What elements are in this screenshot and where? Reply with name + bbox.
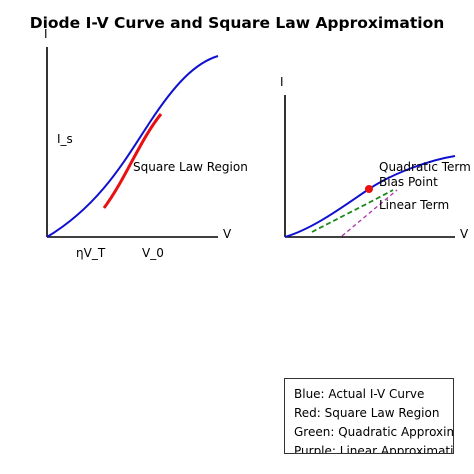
thermal-voltage-tick-label: ηV_T (76, 246, 106, 260)
quadratic-approximation-curve (311, 189, 394, 233)
v0-tick-label: V_0 (142, 246, 164, 260)
legend-box: Blue: Actual I-V Curve Red: Square Law R… (284, 378, 454, 454)
linear-term-label: Linear Term (379, 198, 449, 212)
linear-approximation-line (341, 189, 398, 237)
legend-item-red: Red: Square Law Region (294, 406, 440, 420)
bias-point-label: Bias Point (379, 175, 438, 189)
legend-item-green: Green: Quadratic Approximation (294, 425, 453, 439)
right-panel: I V Quadratic Term Bias Point Linear Ter… (280, 75, 471, 241)
legend-item-purple: Purple: Linear Approximation (294, 444, 454, 454)
left-x-axis-label: V (223, 227, 232, 241)
quadratic-term-label: Quadratic Term (379, 160, 471, 174)
right-y-axis-label: I (280, 75, 284, 89)
bias-point-marker (365, 185, 373, 193)
diagram-title: Diode I-V Curve and Square Law Approxima… (30, 14, 445, 32)
actual-iv-curve (46, 55, 219, 238)
right-x-axis-label: V (460, 227, 469, 241)
square-law-region-label: Square Law Region (133, 160, 248, 174)
legend-item-blue: Blue: Actual I-V Curve (294, 387, 425, 401)
left-panel: I V I_s Square Law Region ηV_T V_0 (44, 27, 248, 260)
square-law-region-curve (102, 113, 163, 209)
left-y-axis-label: I (44, 27, 48, 41)
saturation-current-label: I_s (57, 132, 73, 146)
